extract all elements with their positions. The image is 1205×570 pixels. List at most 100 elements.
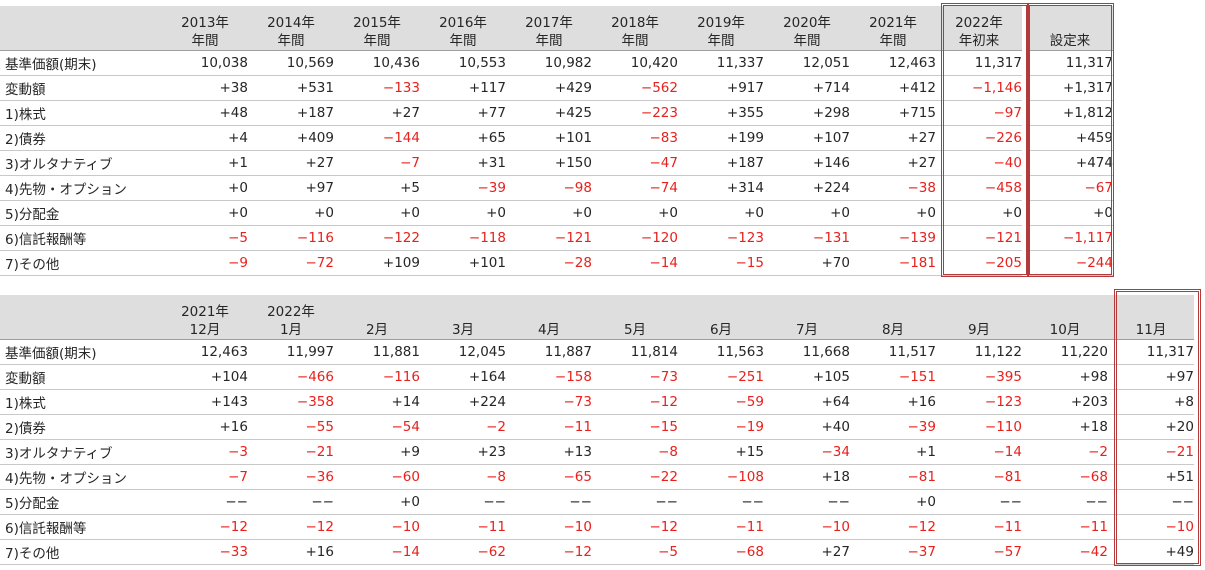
column-header-line2: 年初来 (958, 32, 1000, 49)
table-cell: −123 (678, 225, 764, 251)
table-cell: +1 (850, 439, 936, 465)
table-cell: −116 (248, 225, 334, 251)
table-cell: 10,982 (506, 49, 592, 76)
table-cell: −2 (420, 414, 506, 440)
table-cell: −223 (592, 100, 678, 126)
table-cell: −10 (334, 514, 420, 540)
column-header-line1: 2016年 (439, 14, 487, 31)
table-cell: +0 (334, 200, 420, 226)
table-row: 1)株式 +143 −358 +14 +224 −73 −12 −59 +64 +16 −123 +2… (0, 389, 1194, 415)
table-cell: −57 (936, 539, 1022, 565)
column-header-line2: 2月 (365, 321, 389, 338)
table-cell: −205 (936, 250, 1022, 276)
table-cell: +49 (1108, 539, 1194, 565)
table-cell: −1,117 (1027, 225, 1113, 251)
table-cell: −131 (764, 225, 850, 251)
table-cell: −10 (1108, 514, 1194, 540)
table-cell: 11,317 (1108, 338, 1194, 365)
table-row: 5)分配金 −− −− +0 −− −− −− −− −− +0 −− −− −− (0, 489, 1194, 515)
table-cell: 12,463 (850, 49, 936, 76)
column-header: 5月 (592, 295, 678, 339)
table-cell: 11,517 (850, 338, 936, 365)
table-cell: +0 (162, 200, 248, 226)
table-row: 3)オルタナティブ +1 +27 −7 +31 +150 −47 +187 +146 +27 −40… (0, 150, 1113, 176)
header-corner (0, 6, 162, 50)
table-cell: −34 (764, 439, 850, 465)
table-cell: −181 (850, 250, 936, 276)
table-cell: +18 (764, 464, 850, 490)
table-cell: −14 (936, 439, 1022, 465)
table-cell: +0 (248, 200, 334, 226)
table-cell: +314 (678, 175, 764, 201)
column-header-line2: 4月 (537, 321, 561, 338)
column-header-line1: 2015年 (353, 14, 401, 31)
row-label: 基準価額(期末) (0, 338, 162, 365)
table-cell: −98 (506, 175, 592, 201)
table-cell: −22 (592, 464, 678, 490)
table-cell: −73 (506, 389, 592, 415)
table-cell: −12 (850, 514, 936, 540)
header-corner (0, 295, 162, 339)
column-header-line1 (1108, 303, 1194, 321)
table-cell: −14 (592, 250, 678, 276)
table-cell: −74 (592, 175, 678, 201)
table-cell: −15 (592, 414, 678, 440)
column-header-line2: 1月 (279, 321, 303, 338)
column-header-line1 (850, 303, 936, 321)
table-cell: −11 (678, 514, 764, 540)
table-row: 6)信託報酬等 −12 −12 −10 −11 −10 −12 −11 −10 −12 −11 −11… (0, 514, 1194, 540)
table-cell: −39 (850, 414, 936, 440)
table-cell: 11,814 (592, 338, 678, 365)
table-cell: 11,997 (248, 338, 334, 365)
table-cell: +27 (850, 150, 936, 176)
table-cell: 11,887 (506, 338, 592, 365)
table-cell: +917 (678, 75, 764, 101)
column-header-line1 (420, 303, 506, 321)
table-row: 変動額 +38 +531 −133 +117 +429 −562 +917 +714 +412 −1… (0, 75, 1113, 101)
table-cell: +203 (1022, 389, 1108, 415)
table-cell: −62 (420, 539, 506, 565)
table-cell: +107 (764, 125, 850, 151)
table-cell: −120 (592, 225, 678, 251)
table-cell: +0 (162, 175, 248, 201)
table-cell: +16 (248, 539, 334, 565)
table-cell: +51 (1108, 464, 1194, 490)
column-header: 2014年 年間 (248, 6, 334, 50)
table-cell: −12 (592, 389, 678, 415)
column-header: 11月 (1108, 295, 1194, 339)
table-cell: +150 (506, 150, 592, 176)
table-cell: +0 (850, 489, 936, 515)
column-header-line2: 10月 (1049, 321, 1081, 338)
column-header-line2: 年間 (535, 32, 563, 49)
table-cell: +14 (334, 389, 420, 415)
table-cell: +65 (420, 125, 506, 151)
table-cell: −33 (162, 539, 248, 565)
column-header-line2: 年間 (793, 32, 821, 49)
column-gap (1022, 6, 1027, 50)
row-label: 変動額 (0, 364, 162, 390)
table-cell: 11,668 (764, 338, 850, 365)
table-cell: 10,420 (592, 49, 678, 76)
column-header-line1: 2019年 (697, 14, 745, 31)
column-header-line1 (506, 303, 592, 321)
table-cell: −− (162, 489, 248, 515)
column-header-line2: 年間 (277, 32, 305, 49)
table-cell: +13 (506, 439, 592, 465)
row-label: 4)先物・オプション (0, 464, 162, 490)
row-label: 2)債券 (0, 125, 162, 151)
table-cell: −19 (678, 414, 764, 440)
table-row: 5)分配金 +0 +0 +0 +0 +0 +0 +0 +0 +0 +0 +0 (0, 200, 1113, 226)
column-header: 7月 (764, 295, 850, 339)
column-header-line2: 7月 (795, 321, 819, 338)
table-row: 7)その他 −33 +16 −14 −62 −12 −5 −68 +27 −37 −57 −42 +49 (0, 539, 1194, 565)
table-cell: −144 (334, 125, 420, 151)
table-cell: −21 (248, 439, 334, 465)
row-label: 2)債券 (0, 414, 162, 440)
table-cell: +474 (1027, 150, 1113, 176)
row-label: 1)株式 (0, 100, 162, 126)
table-cell: 12,051 (764, 49, 850, 76)
table-cell: +1 (162, 150, 248, 176)
table-cell: −− (1022, 489, 1108, 515)
table-cell: +38 (162, 75, 248, 101)
table-cell: +143 (162, 389, 248, 415)
